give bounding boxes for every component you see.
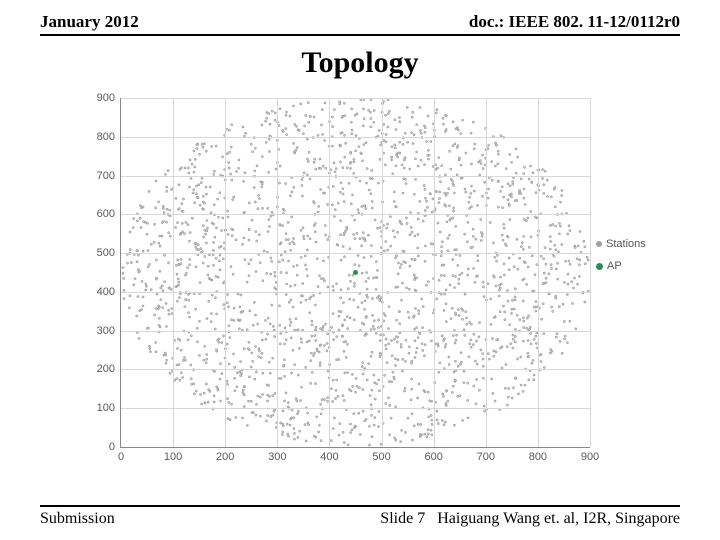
plot-area: 0100200300400500600700800900010020030040… bbox=[120, 98, 590, 448]
xtick-label: 700 bbox=[477, 451, 495, 463]
header-date: January 2012 bbox=[40, 12, 139, 32]
footer-slide-num: Slide 7 bbox=[380, 510, 425, 527]
xtick-label: 200 bbox=[216, 451, 234, 463]
ytick-label: 0 bbox=[109, 441, 115, 453]
xtick-label: 0 bbox=[118, 451, 124, 463]
ytick-label: 500 bbox=[97, 247, 115, 259]
topology-chart: 0 100 200 300 400 500 600 700 800 900 0 100 200 300 40… bbox=[72, 90, 662, 485]
slide-title: Topology bbox=[0, 46, 720, 80]
ytick-label: 900 bbox=[97, 92, 115, 104]
chart-legend: Stations AP bbox=[596, 238, 646, 282]
legend-marker-stations bbox=[596, 241, 602, 247]
footer-right: Slide 7 Haiguang Wang et. al, I2R, Singa… bbox=[380, 510, 680, 528]
xtick-label: 600 bbox=[424, 451, 442, 463]
xtick-label: 500 bbox=[372, 451, 390, 463]
xtick-label: 300 bbox=[268, 451, 286, 463]
legend-item-stations: Stations bbox=[596, 238, 646, 250]
legend-marker-ap bbox=[596, 263, 603, 270]
xtick-label: 900 bbox=[581, 451, 599, 463]
legend-label-stations: Stations bbox=[606, 238, 646, 250]
xtick-label: 400 bbox=[320, 451, 338, 463]
ytick-label: 300 bbox=[97, 325, 115, 337]
legend-label-ap: AP bbox=[607, 260, 622, 272]
xtick-label: 800 bbox=[529, 451, 547, 463]
ytick-label: 400 bbox=[97, 286, 115, 298]
footer-author: Haiguang Wang et. al, I2R, Singapore bbox=[437, 510, 680, 527]
xtick-label: 100 bbox=[164, 451, 182, 463]
slide-header: January 2012 doc.: IEEE 802. 11-12/0112r… bbox=[40, 12, 680, 36]
ytick-label: 200 bbox=[97, 363, 115, 375]
ytick-label: 700 bbox=[97, 170, 115, 182]
footer-left: Submission bbox=[40, 510, 115, 528]
ytick-label: 100 bbox=[97, 402, 115, 414]
ytick-label: 800 bbox=[97, 131, 115, 143]
scatter-points bbox=[121, 98, 590, 447]
legend-item-ap: AP bbox=[596, 260, 646, 272]
slide-footer: Submission Slide 7 Haiguang Wang et. al,… bbox=[40, 505, 680, 528]
ytick-label: 600 bbox=[97, 208, 115, 220]
header-doc-id: doc.: IEEE 802. 11-12/0112r0 bbox=[469, 12, 680, 32]
